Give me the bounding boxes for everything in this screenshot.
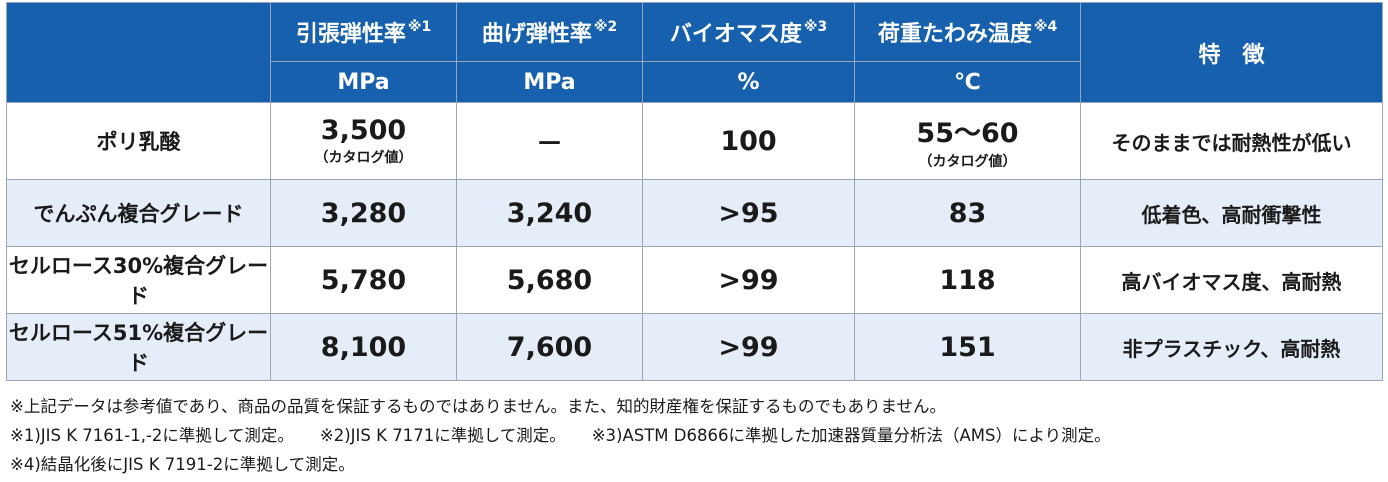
cell-feature: そのままでは耐熱性が低い <box>1080 102 1383 180</box>
catalog-note: （カタログ値） <box>918 154 1017 170</box>
footnote-3: ※3)ASTM D6866に準拠した加速器質量分析法（AMS）により測定。 <box>591 426 1111 445</box>
cell-biomass: >99 <box>642 313 855 381</box>
row-name: セルロース51%複合グレード <box>6 313 271 381</box>
disclaimer-note: ※上記データは参考値であり、商品の品質を保証するものではありません。また、知的財… <box>10 397 947 416</box>
cell-tensile: 8,100 <box>270 313 457 381</box>
cell-feature: 高バイオマス度、高耐熱 <box>1080 246 1383 314</box>
unit-biomass: % <box>642 61 855 103</box>
footnote-1: ※1)JIS K 7161-1,-2に準拠して測定。 <box>10 426 294 445</box>
table-row: セルロース30%複合グレード 5,780 5,680 >99 118 高バイオマ… <box>6 246 1383 314</box>
cell-temperature: 83 <box>854 179 1081 247</box>
cell-flexural: 3,240 <box>456 179 643 247</box>
table-row: セルロース51%複合グレード 8,100 7,600 >99 151 非プラスチ… <box>6 313 1383 381</box>
cell-flexural: 5,680 <box>456 246 643 314</box>
unit-temperature: ℃ <box>854 61 1081 103</box>
row-name: でんぷん複合グレード <box>6 179 271 247</box>
method-notes: ※1)JIS K 7161-1,-2に準拠して測定。 ※2)JIS K 7171に… <box>10 421 1111 450</box>
cell-biomass: >95 <box>642 179 855 247</box>
header-corner <box>6 2 271 103</box>
cell-flexural: 7,600 <box>456 313 643 381</box>
header-deflection-temperature: 荷重たわみ温度 ※4 <box>854 2 1081 62</box>
header-biomass-degree: バイオマス度 ※3 <box>642 2 855 62</box>
footnote-2: ※2)JIS K 7171に準拠して測定。 <box>319 426 566 445</box>
footnotes: ※上記データは参考値であり、商品の品質を保証するものではありません。また、知的財… <box>10 392 1111 479</box>
cell-feature: 低着色、高耐衝撃性 <box>1080 179 1383 247</box>
cell-temperature: 118 <box>854 246 1081 314</box>
header-tensile-modulus: 引張弾性率 ※1 <box>270 2 457 62</box>
cell-temperature: 151 <box>854 313 1081 381</box>
cell-biomass: >99 <box>642 246 855 314</box>
header-features: 特 徴 <box>1080 2 1383 103</box>
unit-tensile: MPa <box>270 61 457 103</box>
header-flexural-modulus: 曲げ弾性率 ※2 <box>456 2 643 62</box>
table-row: でんぷん複合グレード 3,280 3,240 >95 83 低着色、高耐衝撃性 <box>6 179 1383 247</box>
cell-tensile: 3,500 （カタログ値） <box>270 102 457 180</box>
catalog-note: （カタログ値） <box>314 150 413 166</box>
unit-flexural: MPa <box>456 61 643 103</box>
row-name: ポリ乳酸 <box>6 102 271 180</box>
cell-tensile: 5,780 <box>270 246 457 314</box>
table-row: ポリ乳酸 3,500 （カタログ値） － 100 55～60 （カタログ値） そのま… <box>6 102 1383 180</box>
footnote-4: ※4)結晶化後にJIS K 7191-2に準拠して測定。 <box>10 455 355 474</box>
row-name: セルロース30%複合グレード <box>6 246 271 314</box>
cell-temperature: 55～60 （カタログ値） <box>854 102 1081 180</box>
properties-table: 引張弾性率 ※1 曲げ弾性率 ※2 バイオマス度 ※3 荷重たわみ温度 ※4 特 徴 M… <box>6 2 1383 381</box>
cell-tensile: 3,280 <box>270 179 457 247</box>
cell-flexural: － <box>456 102 643 180</box>
cell-feature: 非プラスチック、高耐熱 <box>1080 313 1383 381</box>
cell-biomass: 100 <box>642 102 855 180</box>
